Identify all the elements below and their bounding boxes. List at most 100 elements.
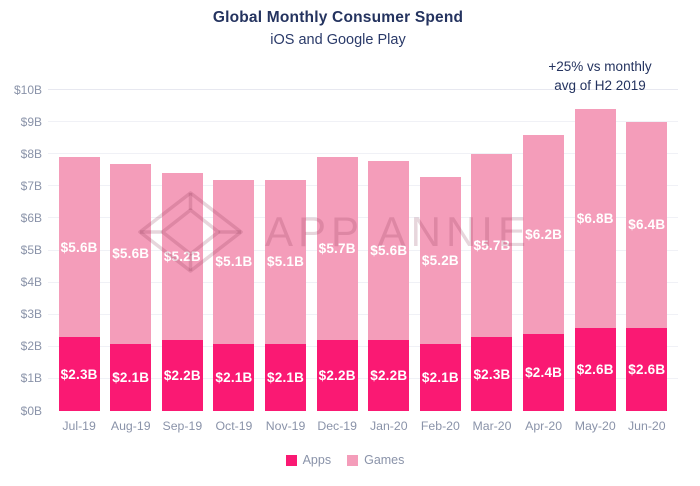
- bar-segment-games: $5.7B: [316, 157, 358, 341]
- bar-value-label: $2.4B: [525, 364, 563, 380]
- legend-label: Apps: [302, 453, 332, 467]
- gridline: [48, 217, 678, 219]
- legend-item-apps: Apps: [285, 453, 332, 467]
- bar-segment-games: $6.8B: [574, 109, 616, 328]
- legend: Apps Games: [0, 453, 690, 467]
- bar-value-label: $2.2B: [318, 368, 356, 384]
- bar-value-label: $2.1B: [215, 369, 253, 385]
- bar-segment-games: $5.1B: [265, 179, 307, 344]
- gridline: [48, 89, 678, 90]
- x-axis: Jul-19 Aug-19 Sep-19 Oct-19 Nov-19 Dec-19 Jan-…: [48, 419, 678, 433]
- y-tick-label: $0B: [20, 403, 42, 418]
- bar-value-label: $2.1B: [267, 369, 305, 385]
- x-tick-label: Jul-19: [62, 419, 96, 433]
- bar-dec-19: $5.7B $2.2B: [316, 157, 358, 411]
- x-tick-label: Jan-20: [369, 419, 408, 433]
- bar-value-label: $2.6B: [628, 361, 666, 377]
- x-tick-label: Sep-19: [162, 419, 203, 433]
- y-axis: $0B $1B $2B $3B $4B $5B $6B $7B $8B $9B $10B: [0, 83, 42, 418]
- bar-value-label: $5.2B: [421, 252, 459, 268]
- bar-value-label: $2.6B: [576, 361, 614, 377]
- bar-jan-20: $5.6B $2.2B: [368, 160, 410, 411]
- bar-segment-apps: $2.2B: [368, 340, 410, 411]
- y-tick-label: $10B: [13, 82, 42, 97]
- gridline: [48, 345, 678, 347]
- y-tick-label: $2B: [20, 339, 42, 354]
- gridline: [48, 121, 678, 123]
- plot-area: $5.6B $2.3B $5.6B $2.1B $5.2B $2.2B $5.1B $2.1B…: [48, 89, 678, 411]
- bar-segment-games: $6.2B: [523, 134, 565, 334]
- bar-segment-games: $5.1B: [213, 179, 255, 344]
- gridline: [48, 249, 678, 251]
- bar-value-label: $6.4B: [628, 217, 666, 233]
- bar-may-20: $6.8B $2.6B: [574, 109, 616, 411]
- y-tick-label: $3B: [20, 307, 42, 322]
- bar-value-label: $5.7B: [473, 238, 511, 254]
- bar-segment-apps: $2.4B: [523, 333, 565, 411]
- x-tick-label: Mar-20: [472, 419, 512, 433]
- annotation-line-2: avg of H2 2019: [554, 78, 646, 93]
- bar-value-label: $2.3B: [60, 366, 98, 382]
- bar-value-label: $6.2B: [525, 226, 563, 242]
- y-tick-label: $4B: [20, 275, 42, 290]
- bar-mar-20: $5.7B $2.3B: [471, 154, 513, 411]
- gridline: [48, 313, 678, 315]
- bar-segment-apps: $2.2B: [161, 340, 203, 411]
- x-tick-label: May-20: [574, 419, 616, 433]
- legend-label: Games: [364, 453, 405, 467]
- y-tick-label: $8B: [20, 146, 42, 161]
- bar-value-label: $2.1B: [421, 369, 459, 385]
- bar-segment-apps: $2.1B: [110, 343, 152, 411]
- bar-feb-20: $5.2B $2.1B: [419, 176, 461, 411]
- bar-value-label: $2.3B: [473, 366, 511, 382]
- bar-oct-19: $5.1B $2.1B: [213, 179, 255, 411]
- x-tick-label: Dec-19: [317, 419, 357, 433]
- bar-value-label: $5.2B: [163, 249, 201, 265]
- bar-segment-apps: $2.2B: [316, 340, 358, 411]
- chart-annotation: +25% vs monthly avg of H2 2019: [520, 57, 680, 95]
- bar-value-label: $5.6B: [112, 246, 150, 262]
- chart-subtitle: iOS and Google Play: [270, 32, 406, 48]
- bar-segment-apps: $2.1B: [419, 343, 461, 411]
- bar-segment-apps: $2.3B: [58, 337, 100, 411]
- bar-value-label: $5.1B: [215, 254, 253, 270]
- bar-segment-games: $6.4B: [626, 122, 668, 328]
- x-tick-label: Oct-19: [215, 419, 253, 433]
- bar-value-label: $2.2B: [370, 368, 408, 384]
- gridline: [48, 377, 678, 379]
- legend-item-games: Games: [347, 453, 404, 467]
- x-tick-label: Apr-20: [525, 419, 563, 433]
- bar-value-label: $5.6B: [370, 243, 408, 259]
- bar-segment-apps: $2.6B: [574, 327, 616, 411]
- bar-segment-games: $5.2B: [161, 173, 203, 341]
- bar-jun-20: $6.4B $2.6B: [626, 122, 668, 411]
- bar-value-label: $6.8B: [576, 210, 614, 226]
- bar-segment-games: $5.6B: [58, 157, 100, 338]
- legend-swatch-games: [347, 454, 359, 466]
- bar-segment-games: $5.6B: [368, 160, 410, 341]
- bar-value-label: $2.2B: [163, 368, 201, 384]
- bar-segment-apps: $2.1B: [213, 343, 255, 411]
- bar-segment-games: $5.2B: [419, 176, 461, 344]
- x-tick-label: Jun-20: [628, 419, 666, 433]
- annotation-line-1: +25% vs monthly: [548, 59, 652, 74]
- bar-nov-19: $5.1B $2.1B: [265, 179, 307, 411]
- bar-jul-19: $5.6B $2.3B: [58, 157, 100, 411]
- gridline: [48, 281, 678, 283]
- bar-value-label: $5.1B: [267, 254, 305, 270]
- x-tick-label: Nov-19: [265, 419, 306, 433]
- y-tick-label: $5B: [20, 243, 42, 257]
- bar-value-label: $2.1B: [112, 369, 150, 385]
- bar-sep-19: $5.2B $2.2B: [161, 173, 203, 411]
- legend-swatch-apps: [285, 454, 297, 466]
- bar-segment-apps: $2.3B: [471, 337, 513, 411]
- bar-segment-apps: $2.6B: [626, 327, 668, 411]
- bar-aug-19: $5.6B $2.1B: [110, 163, 152, 411]
- y-tick-label: $6B: [20, 210, 42, 225]
- bar-segment-apps: $2.1B: [265, 343, 307, 411]
- bar-apr-20: $6.2B $2.4B: [523, 134, 565, 411]
- bar-segment-games: $5.7B: [471, 154, 513, 338]
- bars-row: $5.6B $2.3B $5.6B $2.1B $5.2B $2.2B $5.1B $2.1B…: [48, 90, 678, 411]
- x-tick-label: Aug-19: [110, 419, 151, 433]
